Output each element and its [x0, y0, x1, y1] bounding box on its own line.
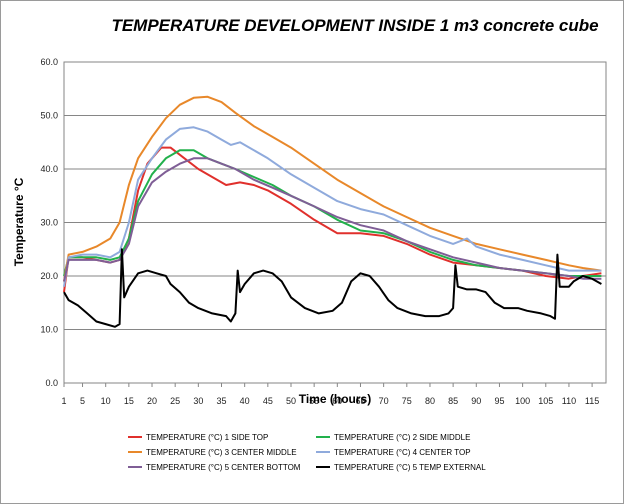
- legend-label-1: TEMPERATURE (°C) 1 SIDE TOP: [146, 433, 268, 442]
- x-tick-label: 25: [170, 396, 180, 406]
- x-tick-label: 65: [355, 396, 365, 406]
- series-line-6: [63, 248, 602, 328]
- legend-label-3: TEMPERATURE (°C) 3 CENTER MIDDLE: [146, 448, 297, 457]
- y-tick-label: 0.0: [45, 378, 58, 388]
- x-tick-label: 20: [147, 396, 157, 406]
- y-tick-label: 30.0: [40, 218, 58, 228]
- y-tick-label: 50.0: [40, 111, 58, 121]
- x-tick-label: 50: [286, 396, 296, 406]
- x-tick-label: 45: [263, 396, 273, 406]
- x-tick-label: 55: [309, 396, 319, 406]
- x-tick-label: 105: [538, 396, 553, 406]
- x-axis-title: Time (hours): [299, 392, 371, 406]
- x-tick-label: 115: [585, 396, 599, 406]
- chart-title: TEMPERATURE DEVELOPMENT INSIDE 1 m3 conc…: [111, 16, 599, 35]
- x-tick-label: 80: [425, 396, 435, 406]
- y-tick-label: 10.0: [40, 325, 58, 335]
- series-line-3: [63, 95, 602, 282]
- x-tick-label: 35: [216, 396, 226, 406]
- x-tick-label: 5: [80, 396, 85, 406]
- legend-label-4: TEMPERATURE (°C) 4 CENTER TOP: [334, 448, 471, 457]
- x-tick-label: 10: [101, 396, 111, 406]
- x-tick-label: 100: [515, 396, 530, 406]
- x-tick-label: 70: [379, 396, 389, 406]
- legend-label-2: TEMPERATURE (°C) 2 SIDE MIDDLE: [334, 433, 470, 442]
- series-line-4: [63, 126, 602, 287]
- x-tick-label: 90: [471, 396, 481, 406]
- x-tick-label: 95: [494, 396, 504, 406]
- y-tick-label: 40.0: [40, 164, 58, 174]
- x-tick-label: 40: [240, 396, 250, 406]
- x-tick-label: 1: [61, 396, 66, 406]
- x-tick-label: 15: [124, 396, 134, 406]
- legend-label-6: TEMPERATURE (°C) 5 TEMP EXTERNAL: [334, 463, 486, 472]
- legend-label-5: TEMPERATURE (°C) 5 CENTER BOTTOM: [146, 463, 301, 472]
- x-tick-label: 60: [332, 396, 342, 406]
- y-axis-title: Temperature °C: [12, 177, 26, 266]
- x-tick-label: 85: [448, 396, 458, 406]
- x-tick-label: 110: [562, 396, 576, 406]
- x-tick-label: 75: [402, 396, 412, 406]
- y-tick-label: 60.0: [40, 57, 58, 67]
- x-tick-label: 30: [193, 396, 203, 406]
- y-tick-label: 20.0: [40, 271, 58, 281]
